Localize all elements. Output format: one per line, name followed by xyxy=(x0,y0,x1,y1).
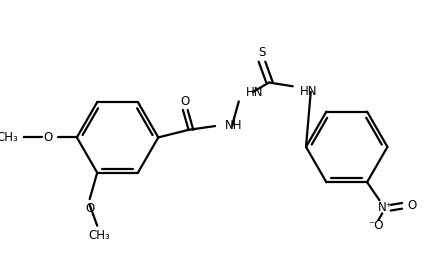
Text: NH: NH xyxy=(224,119,242,132)
Text: HN: HN xyxy=(246,86,263,99)
Text: CH₃: CH₃ xyxy=(0,131,18,144)
Text: HN: HN xyxy=(299,85,316,98)
Text: O: O xyxy=(44,131,53,144)
Text: S: S xyxy=(257,46,264,59)
Text: O: O xyxy=(85,202,94,215)
Text: N⁺: N⁺ xyxy=(377,201,392,214)
Text: CH₃: CH₃ xyxy=(88,229,110,242)
Text: O: O xyxy=(406,199,415,212)
Text: O: O xyxy=(180,95,189,108)
Text: ⁻O: ⁻O xyxy=(367,219,382,232)
